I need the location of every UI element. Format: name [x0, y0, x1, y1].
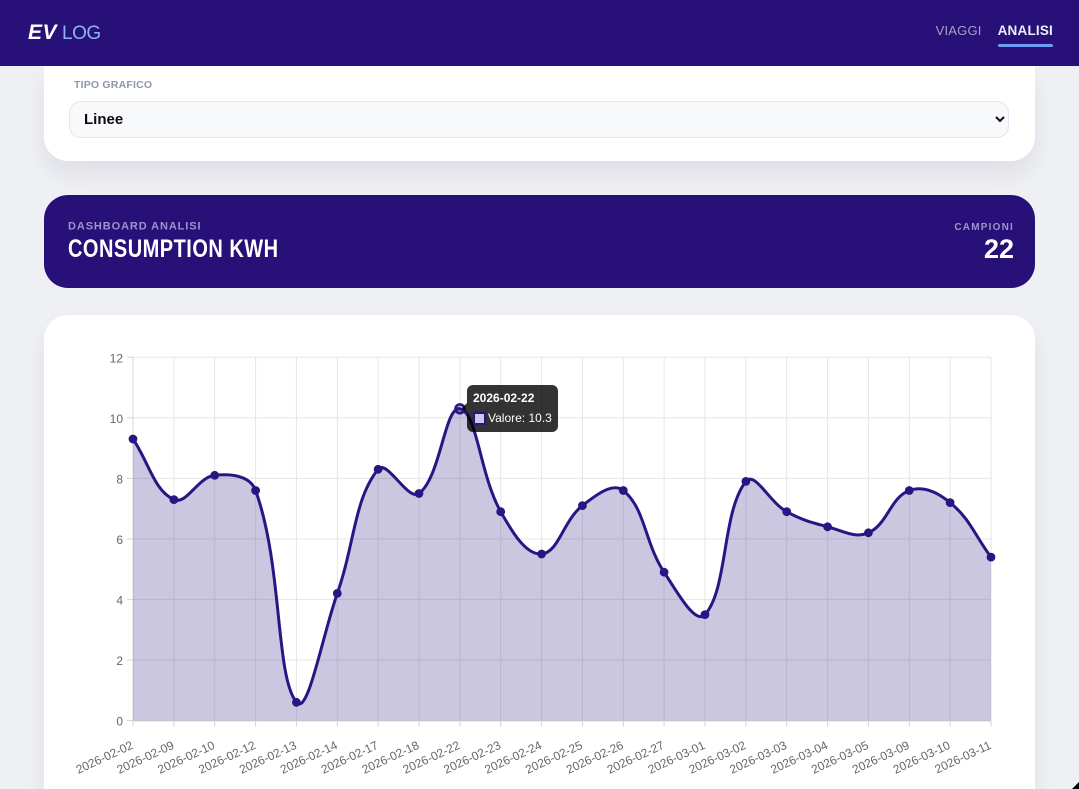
svg-text:10: 10	[110, 412, 124, 426]
svg-text:6: 6	[116, 533, 123, 547]
svg-text:2: 2	[116, 654, 123, 668]
svg-text:8: 8	[116, 472, 123, 486]
svg-text:0: 0	[116, 715, 123, 729]
svg-text:4: 4	[116, 593, 123, 607]
svg-text:12: 12	[110, 351, 124, 365]
